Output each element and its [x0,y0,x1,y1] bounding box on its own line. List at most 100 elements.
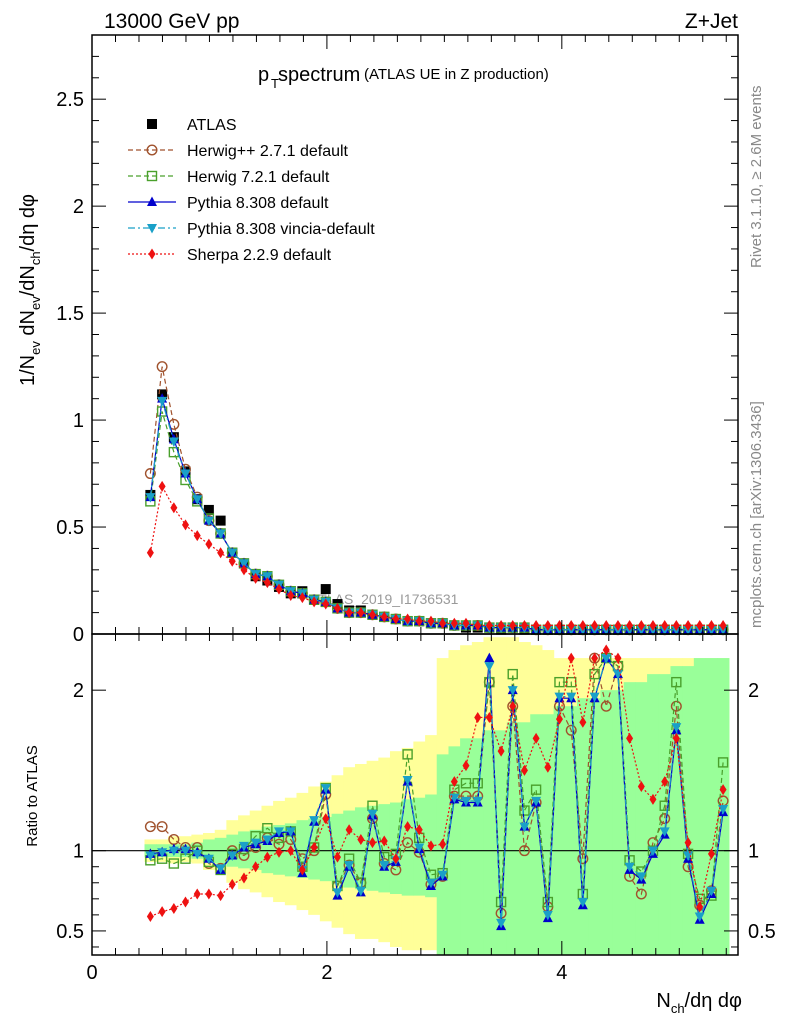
data-point [509,700,517,712]
data-point [567,652,575,664]
data-point [497,619,505,631]
data-point [228,555,236,567]
band-green-segment [565,706,578,955]
data-point [322,813,330,825]
legend-label: Herwig 7.2.1 default [187,169,330,186]
band-green-segment [530,714,543,955]
data-point [192,495,203,505]
data-point [344,861,355,871]
data-point [263,851,271,863]
data-point [591,652,599,664]
data-point [591,619,599,631]
data-point [170,902,178,914]
data-point [414,843,425,853]
data-point [168,846,179,857]
data-point [495,896,507,908]
data-point [240,564,248,576]
legend-marker [147,119,157,129]
data-point [146,910,154,922]
data-point [460,778,472,789]
band-green-segment [612,690,625,955]
plot-title-subscript: T [271,76,279,91]
data-point [157,396,168,407]
ratio-ytick-label-right: 2 [748,680,759,702]
band-green-segment [693,658,707,955]
data-point [579,716,587,728]
data-point [392,853,400,865]
legend-label: Pythia 8.308 default [187,195,329,212]
data-point [262,572,273,582]
data-point [205,538,213,550]
data-point [332,888,343,898]
ratio-xlabel: Nch/dη dφ [656,990,742,1016]
xlabel-part2: /dη dφ [685,990,742,1012]
band-green-segment [389,802,403,895]
data-point [462,617,470,629]
main-ytick-label: 2 [73,196,84,218]
rivet-label: Rivet 3.1.10, ≥ 2.6M events [748,86,765,269]
band-green-segment [705,658,718,955]
data-point [718,804,729,815]
data-point [285,827,296,837]
legend-entry: Pythia 8.308 default [128,195,329,212]
data-point [694,912,705,922]
data-point [474,711,482,723]
xtick-label: 2 [321,962,332,984]
data-point [181,896,189,908]
data-point [146,547,154,559]
data-point [250,838,261,849]
data-point [333,851,341,863]
data-point [310,596,318,608]
data-point [542,910,553,921]
data-point [425,878,436,889]
mcplots-label: mcplots.cern.ch [arXiv:1306.3436] [748,401,765,628]
data-point [320,784,331,794]
legend: ATLAS Herwig++ 2.7.1 default Herwig 7.2.1 … [128,117,375,264]
ratio-ytick-label-right: 1 [748,841,759,863]
data-point [368,837,376,849]
data-point [555,713,563,725]
legend-label: ATLAS [187,117,237,134]
data-point [566,692,577,703]
data-point [144,468,156,480]
data-point [496,918,507,929]
data-point [170,502,178,514]
data-point [719,619,727,631]
legend-entry: ATLAS [147,117,237,134]
data-point [275,583,283,595]
band-green-segment [495,730,508,955]
data-point [228,878,236,890]
legend-label: Pythia 8.308 vincia-default [187,221,375,238]
data-point [601,654,612,664]
data-point [497,745,505,757]
data-point [205,888,213,900]
data-point [322,598,330,610]
data-point [520,619,528,631]
data-point [719,784,727,796]
data-point [485,711,493,723]
data-point [427,840,435,852]
ratio-ylabel: Ratio to ATLAS [24,745,41,846]
data-point [672,732,680,744]
legend-marker [147,196,157,206]
data-point [238,841,249,852]
legend-entry: Sherpa 2.2.9 default [128,247,332,264]
ratio-ytick-label: 1 [73,841,84,863]
data-point [402,749,413,760]
data-point [474,619,482,631]
data-point [168,437,179,447]
data-point [507,686,518,696]
legend-label: Herwig++ 2.7.1 default [187,143,349,160]
ylabel-part3: /dN [17,265,39,296]
data-point [659,813,671,825]
legend-entry: Herwig++ 2.7.1 default [128,143,349,160]
data-point [520,764,528,776]
main-ytick-label: 0 [73,624,84,646]
data-point [158,906,166,918]
band-green-segment [471,738,485,955]
watermark: ATLAS_2019_I1736531 [310,591,459,607]
data-point [262,823,273,834]
data-point [670,700,682,712]
data-point [156,821,168,833]
data-point [415,615,423,627]
